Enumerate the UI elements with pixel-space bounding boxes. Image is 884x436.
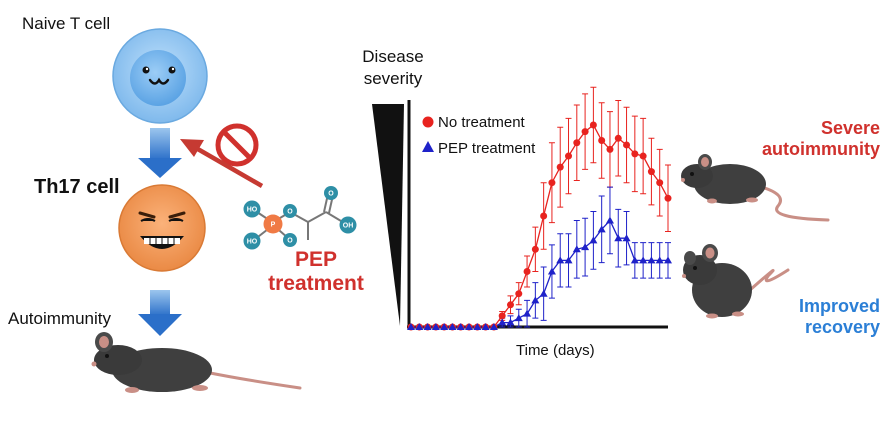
improved-recovery-label: Improved recovery (756, 296, 880, 338)
data-point-no-treatment (656, 179, 664, 187)
data-point-no-treatment (573, 139, 581, 147)
data-point-pep-treatment (581, 243, 590, 251)
data-point-no-treatment (647, 168, 655, 176)
mouse-autoimmunity-icon (91, 332, 302, 393)
inhibition-arrow-icon (180, 139, 264, 188)
data-point-pep-treatment (431, 323, 440, 330)
data-point-pep-treatment (481, 323, 490, 330)
autoimmunity-label: Autoimmunity (8, 309, 111, 328)
data-point-pep-treatment (514, 314, 523, 322)
x-axis-label: Time (days) (516, 342, 595, 359)
data-point-pep-treatment (465, 323, 474, 330)
data-point-no-treatment (598, 137, 606, 145)
pep-label-line: PEP (294, 248, 338, 271)
down-arrow-icon (138, 128, 182, 178)
data-point-no-treatment (664, 194, 672, 202)
data-point-pep-treatment (423, 323, 432, 330)
data-point-no-treatment (606, 145, 614, 153)
data-point-pep-treatment (630, 256, 639, 264)
molecule-atom: O (328, 191, 334, 198)
molecule-atom: O (287, 238, 293, 245)
data-point-pep-treatment (647, 256, 656, 264)
data-point-pep-treatment (547, 267, 556, 275)
data-point-pep-treatment (498, 318, 507, 326)
data-point-pep-treatment (531, 296, 540, 304)
data-point-no-treatment (515, 290, 523, 298)
legend-marker-pep-treatment (422, 141, 434, 152)
inhibition-icon (215, 123, 259, 167)
molecule-atom: OH (343, 223, 354, 230)
severe-label-line: Severe (820, 118, 880, 138)
data-point-pep-treatment (456, 323, 465, 330)
y-axis-label-line: Disease (362, 47, 424, 66)
data-point-no-treatment (631, 150, 639, 158)
y-axis-label-line: severity (363, 69, 423, 88)
legend-marker-no-treatment (422, 116, 434, 128)
molecule-atom: HO (247, 239, 258, 246)
data-point-pep-treatment (407, 323, 415, 330)
molecule-atom: O (287, 209, 293, 216)
data-point-no-treatment (581, 128, 589, 136)
data-point-no-treatment (623, 141, 631, 149)
data-point-pep-treatment (448, 323, 457, 330)
data-point-no-treatment (565, 152, 573, 160)
data-point-pep-treatment (564, 256, 573, 264)
th17-cell-label: Th17 cell (34, 176, 120, 198)
data-point-pep-treatment (605, 216, 614, 224)
data-point-no-treatment (548, 179, 556, 187)
recovery-label-line: Improved (798, 296, 880, 316)
down-arrow-icon (138, 290, 182, 336)
data-point-pep-treatment (556, 256, 565, 264)
data-point-pep-treatment (489, 323, 498, 330)
data-point-no-treatment (589, 121, 597, 129)
data-point-pep-treatment (415, 323, 424, 330)
data-point-no-treatment (506, 301, 514, 309)
mouse-severe-icon (681, 154, 830, 222)
y-axis-label: Disease severity (350, 46, 436, 90)
data-point-no-treatment (523, 268, 531, 275)
molecule-atom: HO (247, 207, 258, 214)
series-line-pep-treatment (411, 219, 668, 328)
data-point-pep-treatment (655, 256, 664, 264)
data-point-no-treatment (556, 163, 564, 171)
severe-label-line: autoimmunity (761, 139, 880, 159)
legend-entry-no-treatment: No treatment (438, 114, 525, 131)
data-point-pep-treatment (639, 256, 648, 264)
legend-entry-pep-treatment: PEP treatment (438, 140, 536, 157)
severity-wedge-icon (372, 104, 404, 326)
mouse-recovery-icon (682, 244, 790, 319)
data-point-pep-treatment (589, 236, 598, 244)
data-point-pep-treatment (539, 289, 548, 297)
data-point-no-treatment (498, 312, 506, 320)
severe-autoimmunity-label: Severe autoimmunity (756, 118, 880, 160)
data-point-pep-treatment (440, 323, 449, 330)
data-point-pep-treatment (597, 225, 606, 233)
data-point-pep-treatment (572, 245, 581, 253)
molecule-atom: P (271, 222, 276, 229)
recovery-label-line: recovery (804, 317, 880, 337)
pep-treatment-label: PEP treatment (255, 248, 377, 296)
th17-cell-icon (118, 184, 206, 272)
pep-label-line: treatment (268, 272, 364, 295)
data-point-pep-treatment (622, 234, 631, 242)
naive-t-cell-icon (112, 28, 208, 124)
data-point-no-treatment (614, 134, 622, 142)
data-point-pep-treatment (614, 234, 623, 242)
data-point-no-treatment (540, 212, 548, 220)
pep-molecule-icon: HO P HO O O O OH (243, 186, 357, 250)
data-point-no-treatment (531, 245, 539, 253)
data-point-pep-treatment (473, 323, 482, 330)
data-point-pep-treatment (664, 256, 672, 264)
data-point-pep-treatment (506, 318, 515, 326)
data-point-pep-treatment (523, 309, 532, 317)
naive-t-cell-label: Naive T cell (22, 14, 111, 33)
data-point-no-treatment (639, 152, 647, 160)
